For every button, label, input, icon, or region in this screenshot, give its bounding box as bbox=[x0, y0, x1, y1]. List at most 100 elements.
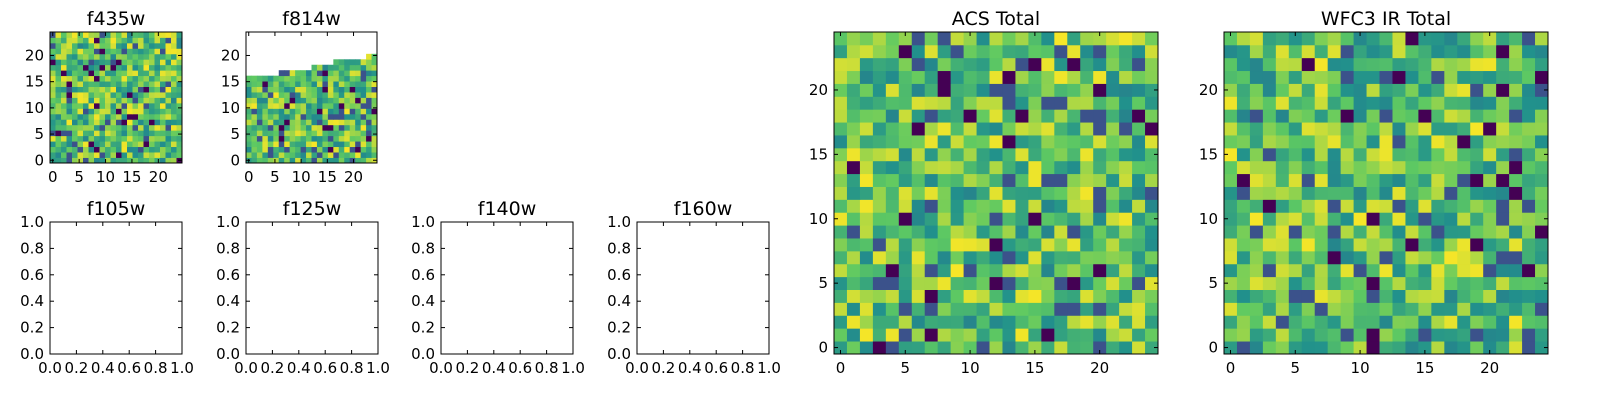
heatmap-cell bbox=[1132, 238, 1146, 252]
heatmap-cell bbox=[366, 97, 372, 104]
heatmap-cell bbox=[1353, 147, 1367, 162]
heatmap-cell bbox=[1405, 276, 1419, 290]
heatmap-cell bbox=[143, 81, 150, 87]
heatmap-cell bbox=[872, 315, 887, 329]
heatmap-cell bbox=[1119, 70, 1133, 84]
heatmap-cell bbox=[1301, 160, 1316, 175]
heatmap-cell bbox=[338, 130, 345, 137]
heatmap-cell bbox=[1301, 341, 1316, 355]
heatmap-cell bbox=[1353, 328, 1367, 342]
heatmap-cell bbox=[1106, 70, 1120, 84]
heatmap-cell bbox=[1340, 57, 1354, 72]
heatmap-cell bbox=[924, 160, 939, 175]
heatmap-cell bbox=[66, 157, 73, 164]
heatmap-cell bbox=[121, 113, 128, 120]
heatmap-cell bbox=[355, 141, 362, 148]
heatmap-cell bbox=[1535, 238, 1549, 252]
heatmap-cell bbox=[1535, 160, 1549, 175]
heatmap-cell bbox=[311, 86, 318, 93]
heatmap-cell bbox=[316, 119, 323, 126]
heatmap-cell bbox=[1522, 225, 1536, 239]
heatmap-cell bbox=[898, 160, 913, 175]
heatmap-cell bbox=[127, 81, 133, 87]
heatmap-cell bbox=[1262, 225, 1277, 239]
heatmap-cell bbox=[72, 119, 78, 126]
heatmap-cell bbox=[885, 289, 900, 303]
heatmap-cell bbox=[278, 92, 285, 98]
heatmap-cell bbox=[898, 147, 913, 162]
heatmap-cell bbox=[1379, 96, 1393, 110]
heatmap-cell bbox=[1353, 70, 1367, 84]
y-tick-label: 0 bbox=[818, 339, 828, 357]
heatmap-cell bbox=[1353, 122, 1367, 136]
heatmap-cell bbox=[924, 289, 939, 303]
heatmap-cell bbox=[246, 86, 252, 93]
heatmap-cell bbox=[1224, 238, 1238, 252]
heatmap-cell bbox=[1522, 70, 1536, 84]
heatmap-cell bbox=[355, 157, 362, 164]
heatmap-cell bbox=[1509, 160, 1523, 175]
heatmap-cell bbox=[72, 86, 78, 93]
heatmap-cell bbox=[1041, 83, 1055, 97]
heatmap-cell bbox=[88, 42, 95, 49]
heatmap-cell bbox=[1093, 276, 1107, 290]
heatmap-cell bbox=[859, 199, 874, 213]
heatmap-cell bbox=[88, 141, 95, 148]
heatmap-cell bbox=[127, 141, 133, 148]
heatmap-cell bbox=[149, 146, 155, 153]
heatmap-cell bbox=[366, 53, 372, 60]
heatmap-cell bbox=[1483, 109, 1497, 123]
heatmap-cell bbox=[950, 302, 964, 316]
heatmap-cell bbox=[1262, 83, 1277, 97]
heatmap-cell bbox=[83, 70, 89, 77]
heatmap-cell bbox=[1275, 212, 1290, 226]
heatmap-cell bbox=[1457, 302, 1471, 316]
heatmap-cell bbox=[1262, 199, 1277, 213]
heatmap-cell bbox=[1522, 96, 1536, 110]
heatmap-cell bbox=[360, 119, 367, 126]
heatmap-cell bbox=[50, 37, 56, 44]
heatmap-cell bbox=[171, 32, 177, 38]
heatmap-cell bbox=[1002, 70, 1016, 84]
heatmap-cell bbox=[349, 141, 356, 148]
heatmap-cell bbox=[94, 146, 100, 153]
heatmap-cell bbox=[83, 119, 89, 126]
heatmap-cell bbox=[1470, 250, 1484, 265]
heatmap-cell bbox=[149, 42, 155, 49]
heatmap-cell bbox=[138, 37, 144, 44]
panel-title: f140w bbox=[478, 198, 537, 220]
heatmap-cell bbox=[963, 32, 977, 46]
heatmap-cell bbox=[121, 59, 128, 66]
heatmap-cell bbox=[66, 146, 73, 153]
heatmap-cell bbox=[1418, 160, 1432, 175]
heatmap-cell bbox=[262, 92, 269, 98]
heatmap-cell bbox=[94, 92, 100, 98]
heatmap-cell bbox=[1067, 225, 1081, 239]
heatmap-cell bbox=[1015, 212, 1029, 226]
heatmap-cell bbox=[267, 75, 274, 82]
heatmap-cell bbox=[1470, 186, 1484, 200]
heatmap-cell bbox=[50, 59, 56, 66]
heatmap-cell bbox=[246, 75, 252, 82]
heatmap-cell bbox=[1327, 135, 1342, 149]
heatmap-cell bbox=[872, 135, 887, 149]
heatmap-cell bbox=[1353, 199, 1367, 213]
heatmap-cell bbox=[1340, 122, 1354, 136]
axes-frame bbox=[245, 221, 379, 355]
heatmap-cell bbox=[1132, 199, 1146, 213]
heatmap-cell bbox=[898, 302, 913, 316]
heatmap-cell bbox=[1496, 250, 1510, 265]
x-tick-label: 20 bbox=[1480, 359, 1499, 377]
heatmap-cell bbox=[278, 81, 285, 87]
heatmap-cell bbox=[1353, 173, 1367, 187]
heatmap-cell bbox=[1405, 186, 1419, 200]
heatmap-cell bbox=[950, 289, 964, 303]
heatmap-cell bbox=[1444, 263, 1458, 278]
x-tick-label: 0.8 bbox=[340, 359, 364, 377]
heatmap-cell bbox=[1002, 250, 1016, 265]
heatmap-cell bbox=[116, 108, 122, 115]
heatmap-cell bbox=[289, 146, 296, 153]
heatmap-cell bbox=[1301, 212, 1316, 226]
heatmap-cell bbox=[1080, 109, 1094, 123]
heatmap-cell bbox=[355, 102, 362, 109]
